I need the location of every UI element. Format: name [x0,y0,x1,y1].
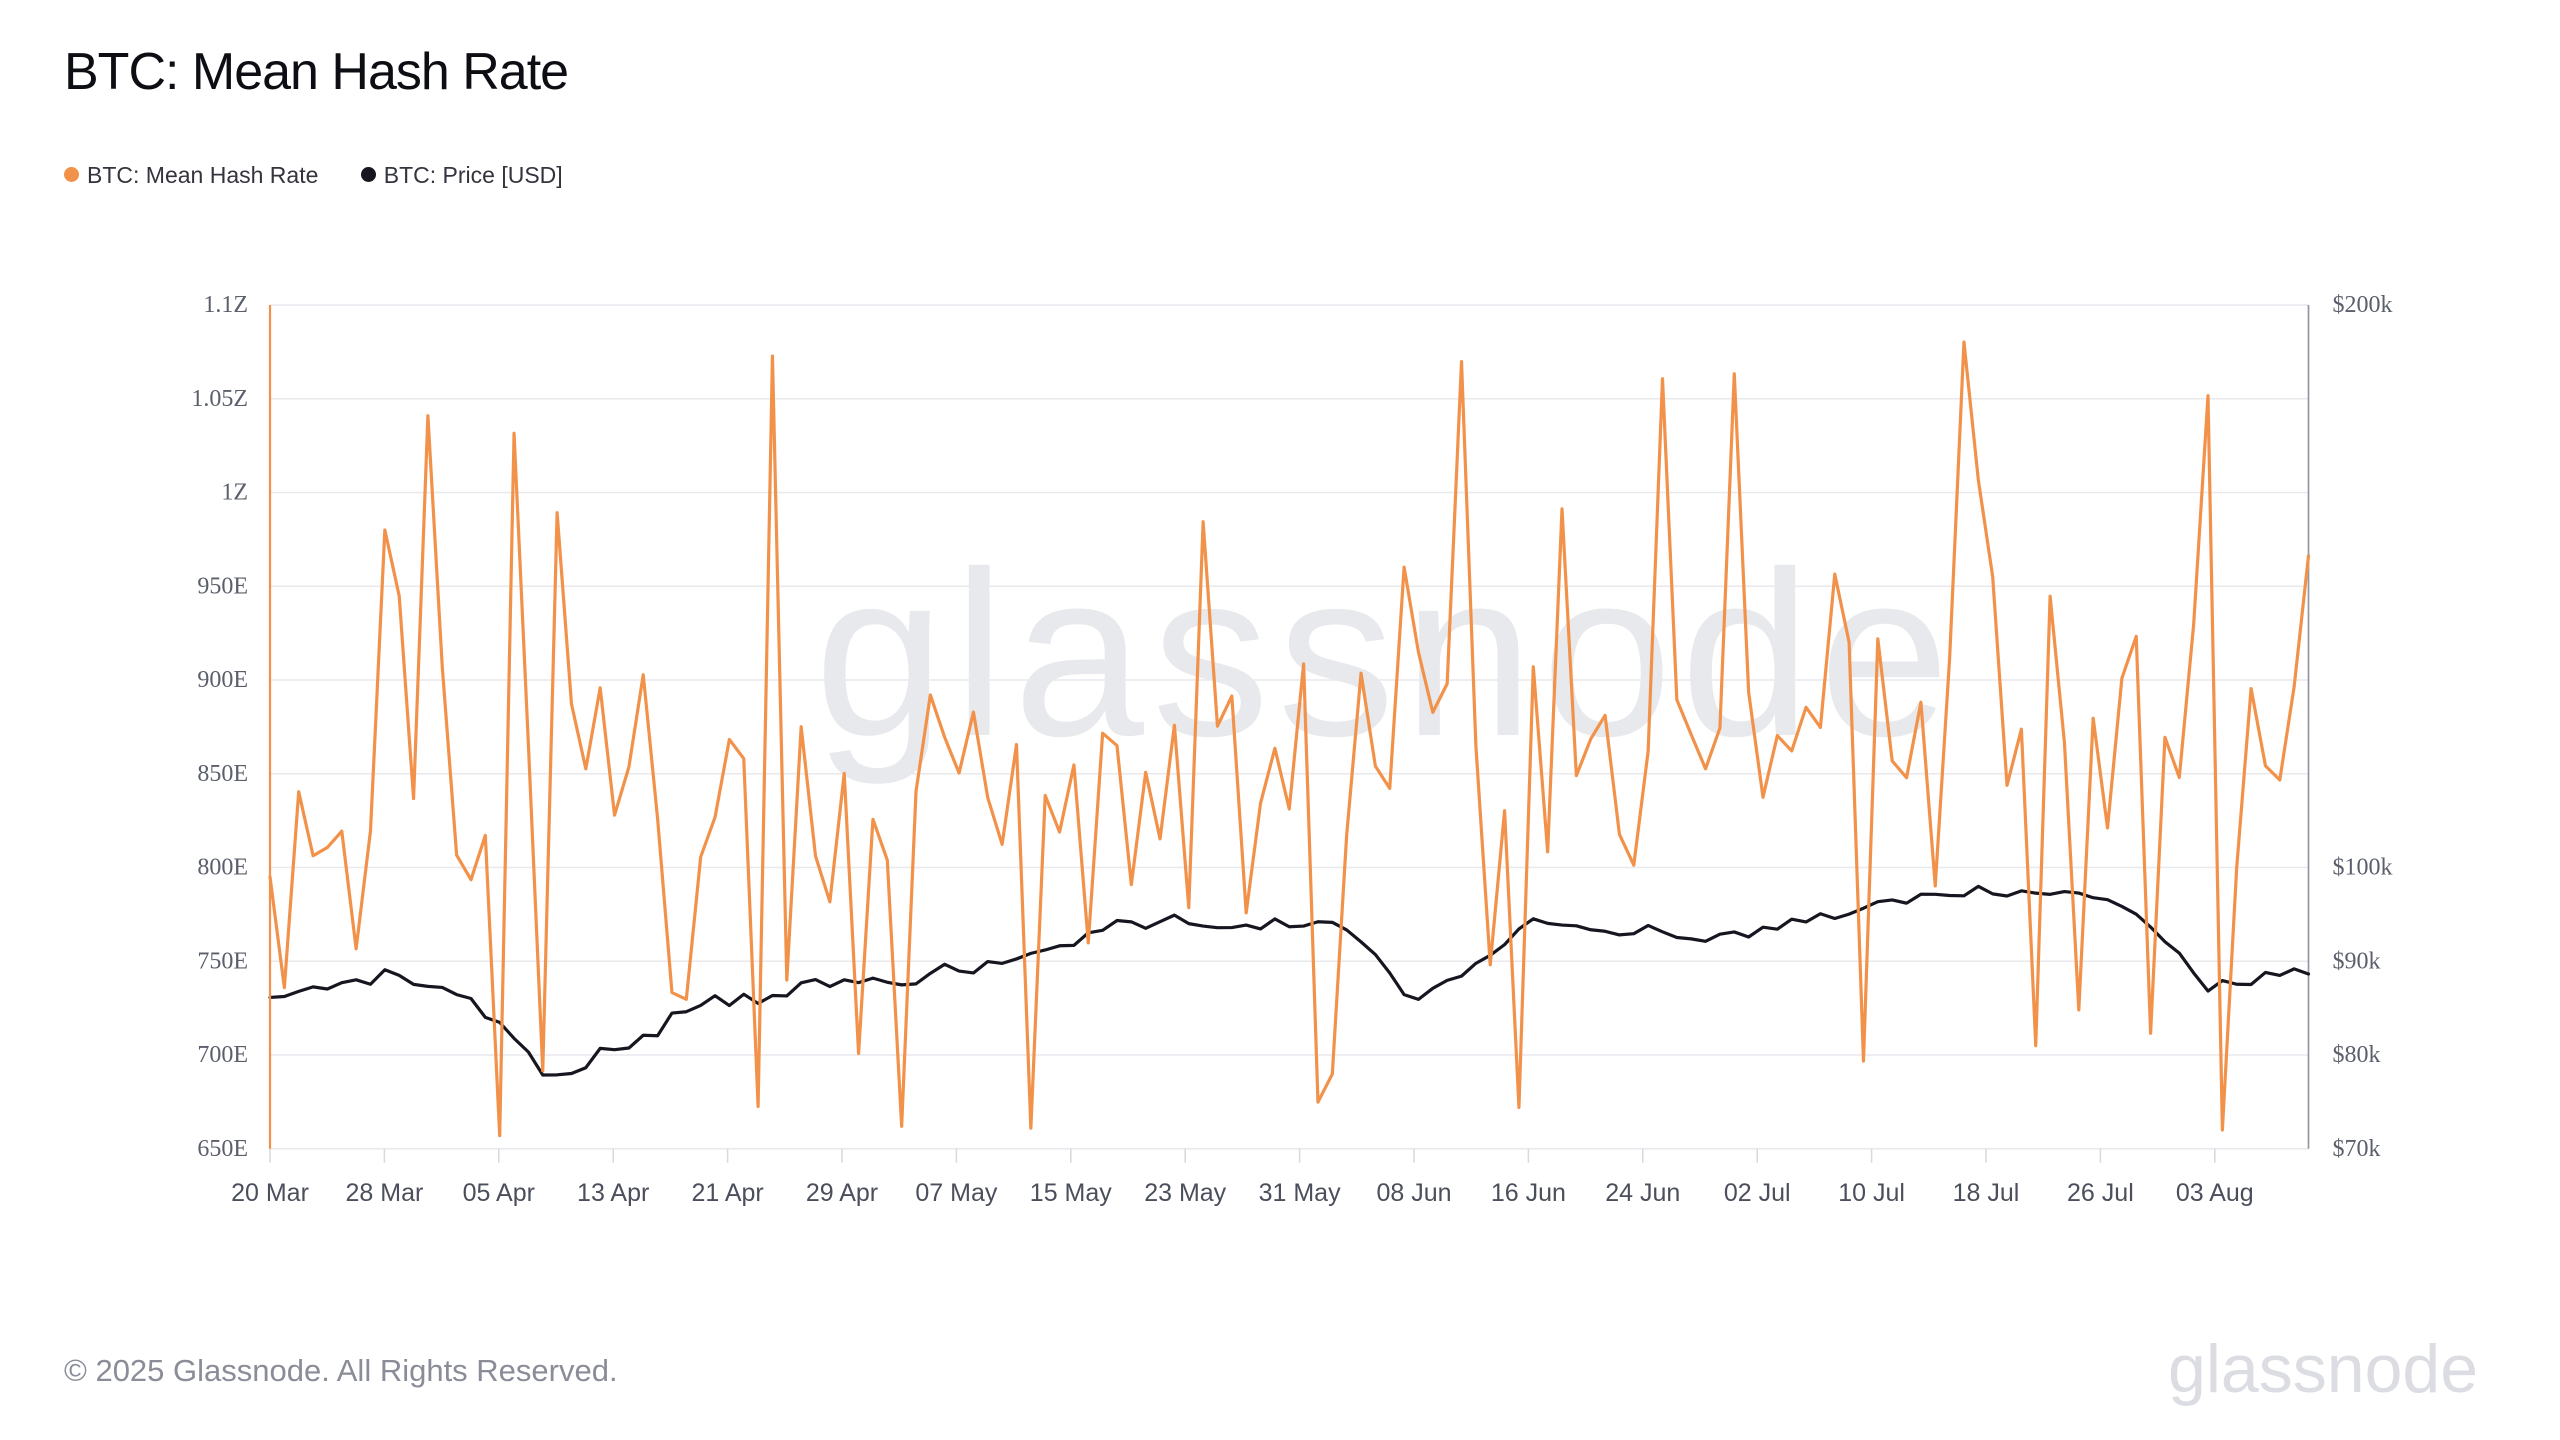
svg-text:13 Apr: 13 Apr [577,1179,649,1207]
svg-text:23 May: 23 May [1144,1179,1226,1207]
svg-text:1Z: 1Z [221,480,248,506]
svg-text:20 Mar: 20 Mar [231,1179,309,1207]
svg-text:07 May: 07 May [915,1179,997,1207]
svg-text:18 Jul: 18 Jul [1953,1179,2020,1207]
svg-text:$70k: $70k [2333,1136,2381,1162]
svg-text:750E: 750E [197,948,248,974]
svg-text:800E: 800E [197,855,248,881]
svg-text:15 May: 15 May [1030,1179,1112,1207]
svg-text:05 Apr: 05 Apr [463,1179,535,1207]
svg-text:900E: 900E [197,667,248,693]
svg-text:03 Aug: 03 Aug [2176,1179,2254,1207]
svg-text:21 Apr: 21 Apr [691,1179,763,1207]
svg-text:08 Jun: 08 Jun [1376,1179,1451,1207]
svg-text:31 May: 31 May [1259,1179,1341,1207]
svg-text:650E: 650E [197,1136,248,1162]
svg-text:$200k: $200k [2333,292,2393,318]
svg-text:850E: 850E [197,761,248,787]
svg-text:24 Jun: 24 Jun [1605,1179,1680,1207]
svg-text:$90k: $90k [2333,948,2381,974]
svg-text:26 Jul: 26 Jul [2067,1179,2134,1207]
svg-text:29 Apr: 29 Apr [806,1179,878,1207]
svg-text:1.1Z: 1.1Z [203,292,248,318]
svg-text:$100k: $100k [2333,855,2393,881]
svg-text:1.05Z: 1.05Z [191,386,248,412]
svg-text:02 Jul: 02 Jul [1724,1179,1791,1207]
svg-text:16 Jun: 16 Jun [1491,1179,1566,1207]
svg-text:950E: 950E [197,573,248,599]
svg-text:28 Mar: 28 Mar [345,1179,423,1207]
svg-text:$80k: $80k [2333,1042,2381,1068]
svg-text:700E: 700E [197,1042,248,1068]
svg-text:10 Jul: 10 Jul [1838,1179,1905,1207]
